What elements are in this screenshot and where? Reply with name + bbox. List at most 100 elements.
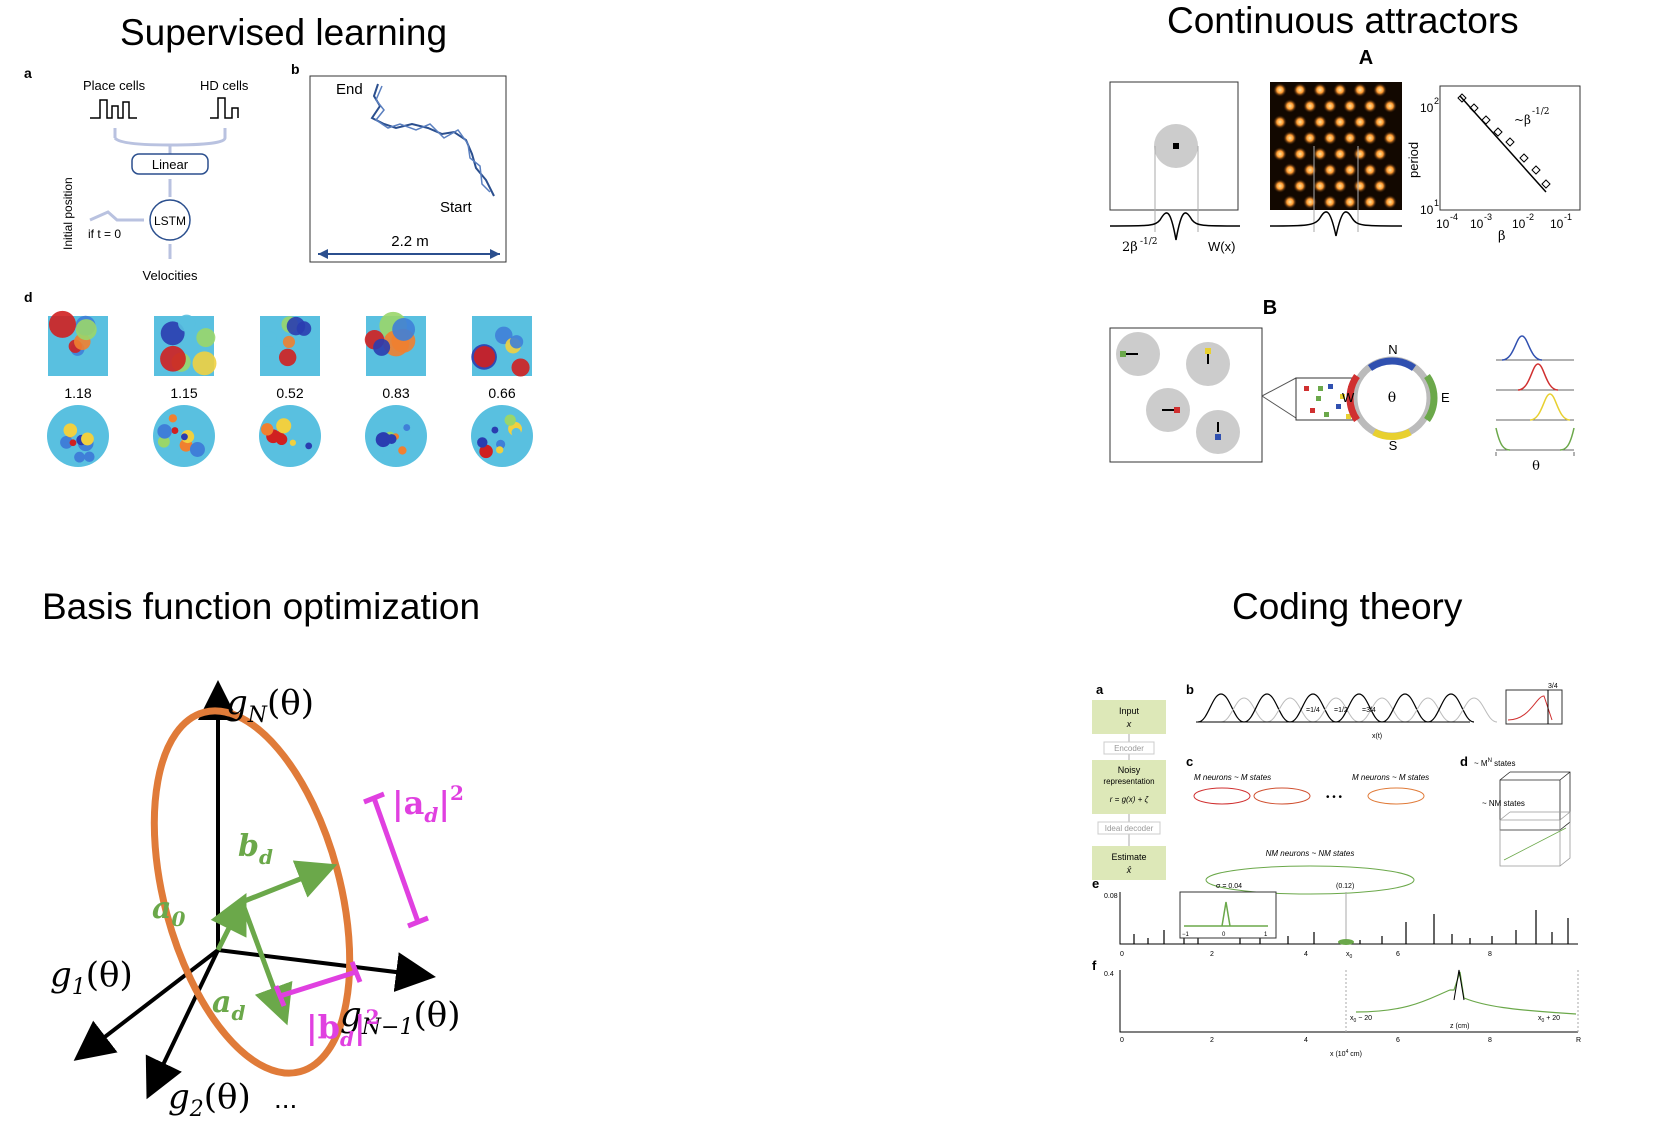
svg-text:4: 4 xyxy=(1304,951,1308,958)
ytick-2: 10 xyxy=(1420,203,1434,217)
svg-text:representation: representation xyxy=(1103,777,1154,786)
coding-label-b: b xyxy=(1186,682,1194,697)
autocorrelogram-1 xyxy=(47,405,109,467)
svg-text:-2: -2 xyxy=(1526,212,1534,222)
svg-text:2: 2 xyxy=(1434,96,1439,106)
svg-text:• • •: • • • xyxy=(1326,792,1343,803)
svg-text:10: 10 xyxy=(1436,217,1450,231)
ad-norm-bracket xyxy=(363,791,429,929)
svg-text:8: 8 xyxy=(1488,1037,1492,1044)
title-coding-theory: Coding theory xyxy=(1232,586,1463,627)
lstm-label: LSTM xyxy=(154,214,186,228)
svg-text:10: 10 xyxy=(1470,217,1484,231)
gridness-score: 0.52 xyxy=(276,385,303,401)
svg-text:6: 6 xyxy=(1396,951,1400,958)
period-point xyxy=(1541,179,1551,189)
if-t0-label: if t = 0 xyxy=(88,227,121,241)
svg-text:Ideal decoder: Ideal decoder xyxy=(1105,824,1154,833)
kernel-w-curve xyxy=(1109,212,1241,241)
phase-tuning-curves xyxy=(1197,693,1498,723)
coding-theory-figure: a Input x Encoder Noisy representation r… xyxy=(1092,682,1581,1058)
bd-vector xyxy=(241,860,338,905)
hex-grid-bumps xyxy=(1273,83,1397,209)
coding-label-e: e xyxy=(1092,876,1099,891)
period-axis-label: period xyxy=(1406,142,1421,178)
g1-label: g1(θ) xyxy=(50,955,133,1000)
hd-tuning-curves xyxy=(1495,335,1575,456)
gN-label: gN(θ) xyxy=(226,683,314,728)
velocities-label: Velocities xyxy=(143,268,198,283)
coding-label-d: d xyxy=(1460,754,1468,769)
fit-line xyxy=(1459,95,1547,193)
label-B: B xyxy=(1263,297,1277,319)
svg-text:2: 2 xyxy=(1210,951,1214,958)
hd-cell-tuning-icon xyxy=(210,97,239,119)
tuning-theta-axis: θ xyxy=(1532,459,1540,474)
svg-text:0: 0 xyxy=(1120,951,1124,958)
svg-text:Input: Input xyxy=(1119,706,1140,716)
panel-b-label: b xyxy=(291,62,300,77)
svg-text:x0: x0 xyxy=(1346,951,1353,960)
autocorrelogram-3 xyxy=(259,405,321,467)
ratemap-row: 1.18 1.15 0.52 0.83 0.66 xyxy=(47,310,533,467)
readout-arrows xyxy=(113,128,227,154)
continuous-attractors-figure: A 2β -1/2 W(x) period 10 2 10 1 10 -4 10… xyxy=(1109,47,1581,474)
period-point xyxy=(1531,165,1541,175)
compass-s: S xyxy=(1389,438,1398,453)
compass-w: W xyxy=(1342,390,1355,405)
svg-text:10: 10 xyxy=(1550,217,1564,231)
svg-text:(0.12): (0.12) xyxy=(1336,883,1354,890)
svg-text:z (cm): z (cm) xyxy=(1450,1023,1469,1030)
estimate-box xyxy=(1092,846,1166,880)
ratemap-square-5 xyxy=(471,316,532,377)
svg-text:R: R xyxy=(1576,1037,1581,1044)
svg-text:0: 0 xyxy=(1222,932,1226,938)
svg-text:r = g(x) + ζ: r = g(x) + ζ xyxy=(1110,795,1150,804)
gN-1-label: gN−1(θ) xyxy=(340,995,460,1040)
svg-text:1: 1 xyxy=(1434,198,1439,208)
svg-text:0.08: 0.08 xyxy=(1104,893,1118,900)
ring-theta: θ xyxy=(1388,390,1396,406)
svg-text:=3/4: =3/4 xyxy=(1362,707,1376,714)
gridness-score: 0.83 xyxy=(382,385,409,401)
compass-e: E xyxy=(1441,390,1450,405)
lstm-circle xyxy=(149,199,191,241)
autocorrelogram-5 xyxy=(471,405,533,467)
input-box xyxy=(1092,700,1166,734)
svg-text:3/4: 3/4 xyxy=(1548,683,1558,690)
place-cells-label: Place cells xyxy=(83,78,146,93)
ad-label: ad xyxy=(212,985,245,1025)
gridness-score: 1.18 xyxy=(64,385,91,401)
svg-text:x(t): x(t) xyxy=(1372,733,1382,740)
svg-text:=1/4: =1/4 xyxy=(1306,707,1320,714)
beta-axis-label: β xyxy=(1498,229,1506,244)
f-posterior-curve xyxy=(1355,971,1577,1015)
svg-text:8: 8 xyxy=(1488,951,1492,958)
svg-text:0: 0 xyxy=(1120,1037,1124,1044)
svg-text:6: 6 xyxy=(1396,1037,1400,1044)
svg-text:10: 10 xyxy=(1512,217,1526,231)
end-label: End xyxy=(336,81,363,98)
panel-d-label: d xyxy=(24,289,33,305)
svg-text:M neurons ~ M states: M neurons ~ M states xyxy=(1194,773,1271,782)
ad-vector xyxy=(239,901,293,1026)
coding-label-f: f xyxy=(1092,958,1097,973)
panel-a-label: a xyxy=(24,65,32,81)
autocorrelogram-4 xyxy=(365,405,427,467)
gridness-score: 0.66 xyxy=(488,385,515,401)
svg-text:x0 + 20: x0 + 20 xyxy=(1538,1015,1560,1024)
trajectory-true xyxy=(370,83,495,197)
initial-position-label: Initial position xyxy=(61,177,75,250)
svg-text:0.4: 0.4 xyxy=(1104,971,1114,978)
ellipsis-label: ... xyxy=(274,1083,297,1114)
b-inset xyxy=(1505,689,1563,725)
distance-label: 2.2 m xyxy=(391,233,429,250)
initial-position-arrow xyxy=(89,210,144,222)
svg-text:x (104 cm): x (104 cm) xyxy=(1330,1049,1362,1058)
svg-text:σ= 0.04: σ = 0.04 xyxy=(1216,883,1242,890)
ratemap-square-3 xyxy=(260,316,320,376)
svg-text:-1: -1 xyxy=(1564,212,1572,222)
coding-label-a: a xyxy=(1096,682,1104,697)
title-continuous-attractors: Continuous attractors xyxy=(1167,0,1519,41)
linear-label: Linear xyxy=(152,157,189,172)
